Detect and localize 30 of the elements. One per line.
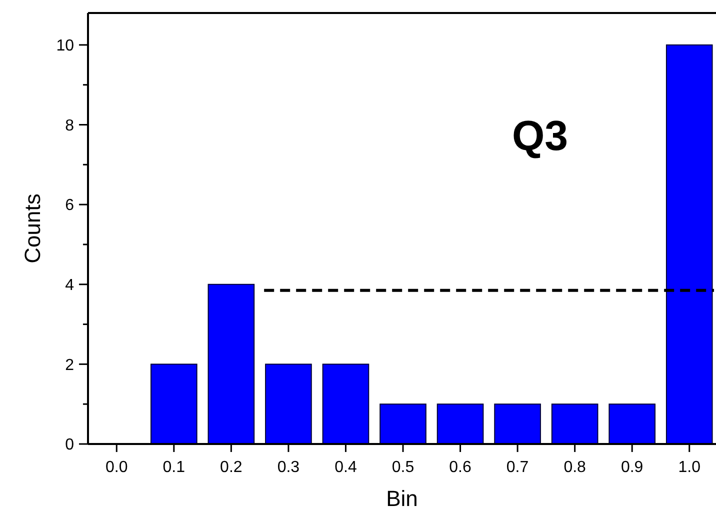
x-tick-label: 0.8 xyxy=(564,459,586,476)
x-tick-label: 0.6 xyxy=(449,459,472,476)
bar xyxy=(551,404,598,444)
y-tick-label: 6 xyxy=(65,197,74,214)
y-tick-label: 4 xyxy=(65,276,74,294)
bar xyxy=(436,404,484,444)
bar xyxy=(494,404,541,444)
x-tick-label: 0.3 xyxy=(277,459,300,476)
x-tick-label: 0.0 xyxy=(106,459,128,476)
annotation: Q3 xyxy=(512,112,568,159)
bar xyxy=(608,404,656,444)
bar xyxy=(265,364,312,444)
bar xyxy=(150,364,198,444)
bar xyxy=(208,284,255,444)
x-axis-title: Bin xyxy=(386,486,418,511)
x-tick-label: 0.7 xyxy=(506,459,529,476)
x-tick-label: 0.4 xyxy=(334,459,357,476)
x-tick-label: 1.0 xyxy=(678,459,701,476)
bar xyxy=(380,404,426,444)
x-tick-label: 0.2 xyxy=(220,459,242,476)
y-tick-label: 2 xyxy=(65,356,74,374)
y-tick-label: 0 xyxy=(65,436,74,454)
y-axis-title: Counts xyxy=(20,194,45,264)
x-tick-label: 0.5 xyxy=(392,459,414,476)
x-tick-label: 0.1 xyxy=(162,459,186,476)
bar xyxy=(666,44,713,444)
bar xyxy=(322,364,370,444)
y-tick-label: 8 xyxy=(65,117,74,134)
x-tick-label: 0.9 xyxy=(620,459,644,476)
y-tick-label: 10 xyxy=(56,38,74,55)
